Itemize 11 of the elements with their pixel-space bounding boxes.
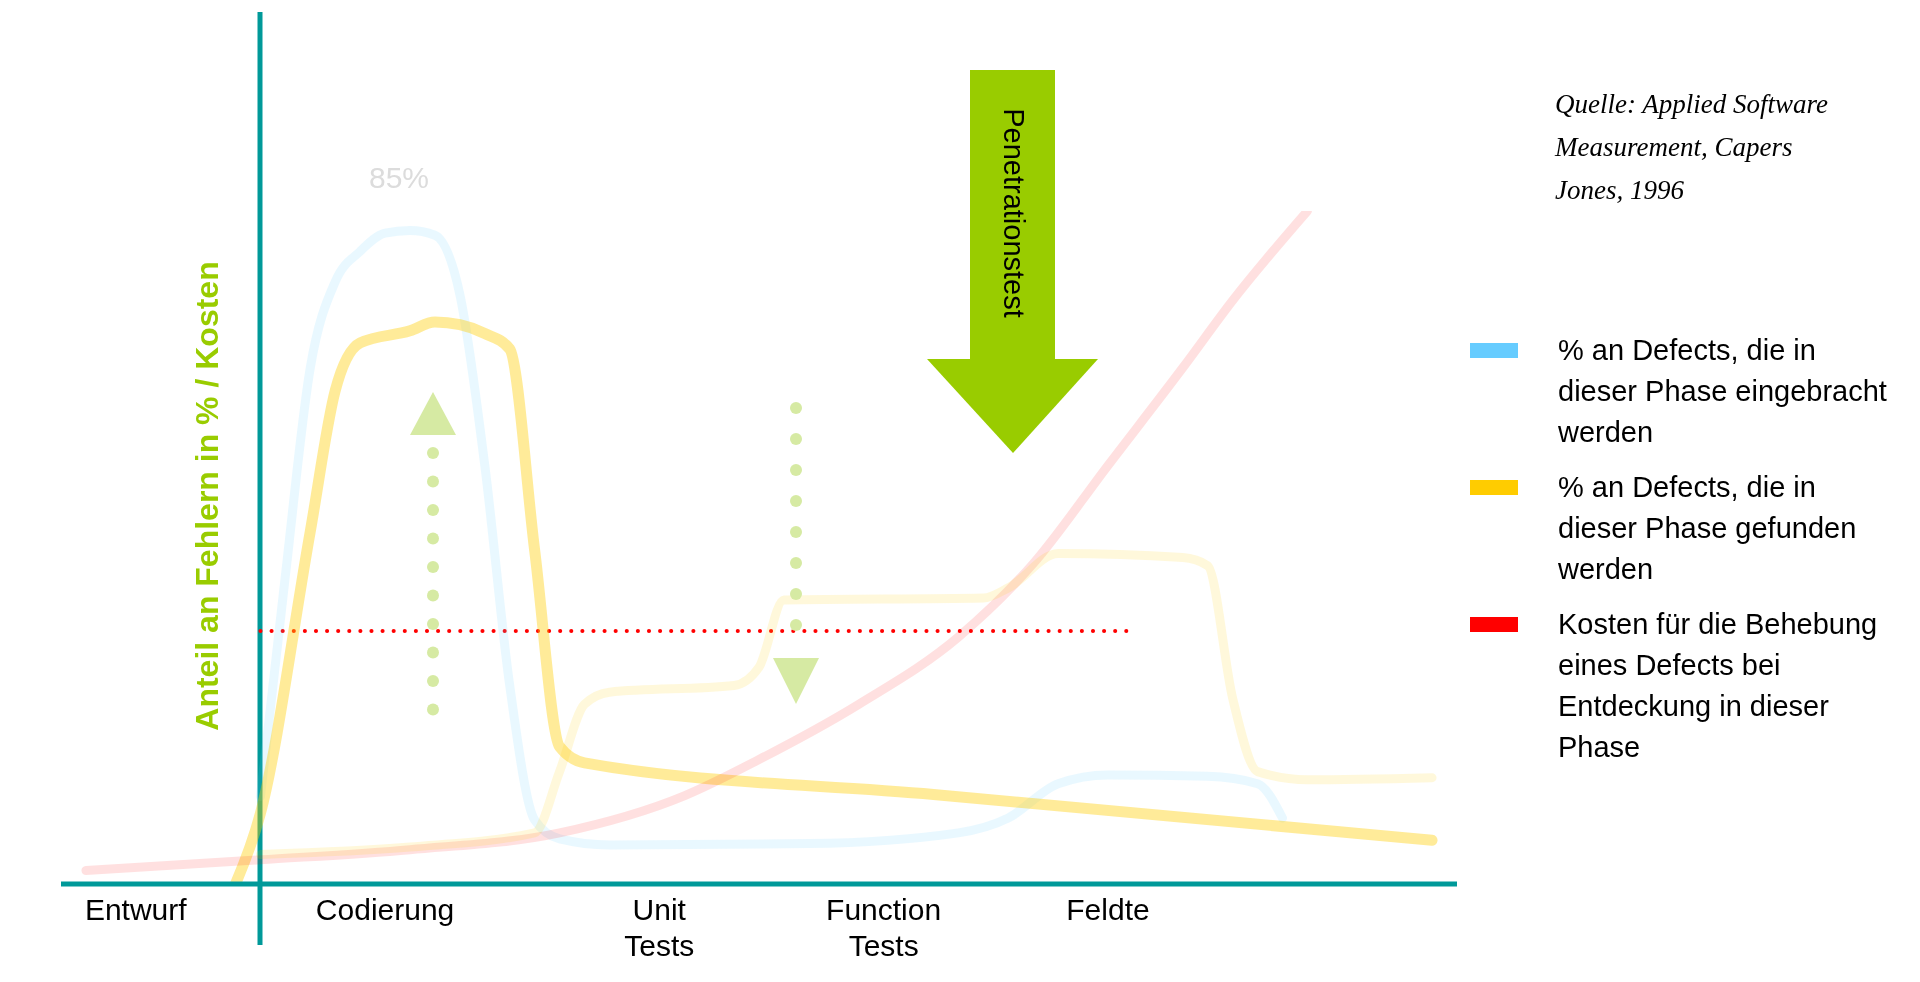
y-axis-title: Anteil an Fehlern in % / Kosten — [189, 261, 225, 731]
source-note: Quelle: Applied Software Measurement, Capers Jones, 1996 — [1555, 88, 1829, 207]
legend-label: Kosten für die Behebung eines Defects bei Entdeckung in dieser Phase — [1558, 607, 1879, 765]
x-tick-label: Function Tests — [826, 893, 942, 962]
legend-label: % an Defects, die in dieser Phase gefunden werden — [1558, 470, 1858, 587]
x-tick-label: Unit Tests — [624, 893, 695, 962]
x-tick-label: Codierung — [315, 893, 455, 926]
legend-label: % an Defects, die in dieser Phase eingebracht werden — [1558, 333, 1888, 450]
x-tick-label: Entwurf — [84, 893, 188, 926]
annotation: Penetrationstest — [998, 108, 1031, 318]
x-tick-label: Feldte — [1066, 893, 1150, 926]
